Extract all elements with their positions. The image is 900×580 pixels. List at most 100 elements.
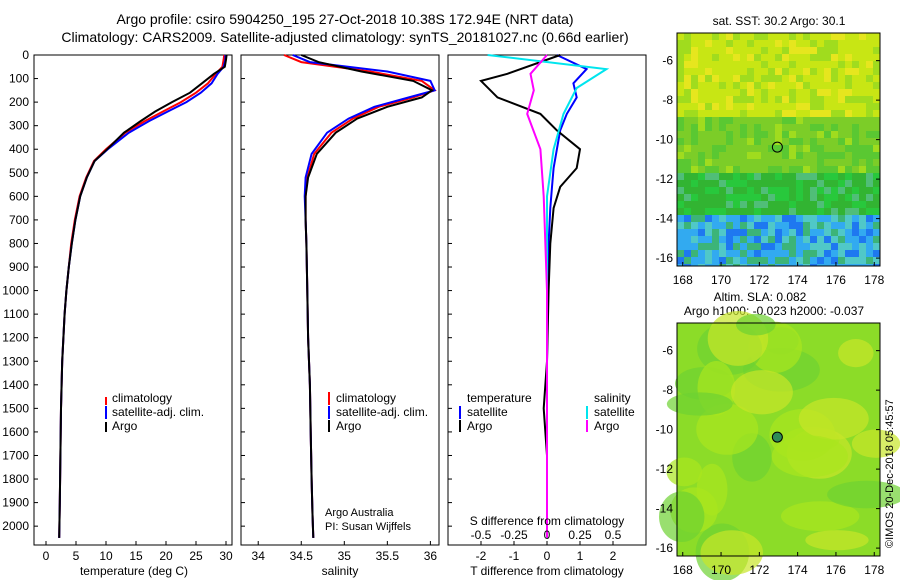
sst-cell bbox=[761, 152, 768, 159]
sst-cell bbox=[705, 236, 712, 243]
sst-cell bbox=[768, 173, 775, 180]
depth-tick-label: 300 bbox=[9, 119, 29, 133]
sst-cell bbox=[712, 250, 719, 257]
sst-cell bbox=[733, 180, 740, 187]
sst-cell bbox=[852, 68, 859, 75]
sst-cell bbox=[782, 96, 789, 103]
sst-cell bbox=[684, 138, 691, 145]
sst-cell bbox=[873, 131, 880, 138]
sst-cell bbox=[719, 33, 726, 40]
sst-cell bbox=[873, 96, 880, 103]
map-y-tick-label: -10 bbox=[656, 423, 674, 437]
sst-cell bbox=[761, 222, 768, 229]
credit-line1: Argo Australia bbox=[325, 507, 394, 519]
sst-cell bbox=[831, 166, 838, 173]
sst-cell bbox=[810, 194, 817, 201]
sst-cell bbox=[831, 33, 838, 40]
sst-cell bbox=[824, 250, 831, 257]
sst-cell bbox=[803, 215, 810, 222]
sst-cell bbox=[845, 138, 852, 145]
sst-cell bbox=[803, 33, 810, 40]
sst-cell bbox=[796, 187, 803, 194]
sst-cell bbox=[691, 75, 698, 82]
sst-cell bbox=[684, 117, 691, 124]
sst-cell bbox=[719, 124, 726, 131]
sst-cell bbox=[852, 250, 859, 257]
sst-cell bbox=[761, 201, 768, 208]
sst-cell bbox=[796, 47, 803, 54]
sst-cell bbox=[705, 68, 712, 75]
sst-cell bbox=[705, 61, 712, 68]
sst-cell bbox=[733, 138, 740, 145]
sst-cell bbox=[859, 257, 866, 264]
sst-cell bbox=[831, 124, 838, 131]
sst-cell bbox=[824, 117, 831, 124]
sst-cell bbox=[775, 103, 782, 110]
sst-cell bbox=[677, 243, 684, 250]
sst-cell bbox=[754, 96, 761, 103]
sst-cell bbox=[691, 173, 698, 180]
sst-cell bbox=[845, 117, 852, 124]
sst-cell bbox=[789, 236, 796, 243]
sst-cell bbox=[733, 145, 740, 152]
sst-cell bbox=[775, 215, 782, 222]
x-tick-label: 15 bbox=[129, 549, 143, 563]
sst-cell bbox=[817, 257, 824, 264]
sst-cell bbox=[866, 145, 873, 152]
sst-cell bbox=[866, 110, 873, 117]
sst-cell bbox=[747, 201, 754, 208]
sst-cell bbox=[775, 40, 782, 47]
sst-cell bbox=[768, 47, 775, 54]
sst-cell bbox=[684, 103, 691, 110]
sst-cell bbox=[873, 61, 880, 68]
sst-cell bbox=[719, 159, 726, 166]
sst-cell bbox=[747, 236, 754, 243]
sst-cell bbox=[677, 40, 684, 47]
sst-cell bbox=[691, 47, 698, 54]
sst-cell bbox=[733, 229, 740, 236]
sst-cell bbox=[824, 82, 831, 89]
sst-cell bbox=[747, 110, 754, 117]
sst-cell bbox=[705, 180, 712, 187]
sst-cell bbox=[684, 159, 691, 166]
sst-cell bbox=[796, 152, 803, 159]
sst-cell bbox=[803, 124, 810, 131]
sst-cell bbox=[719, 47, 726, 54]
series-line-climatology bbox=[58, 54, 226, 538]
sst-cell bbox=[831, 138, 838, 145]
sst-cell bbox=[698, 194, 705, 201]
sst-cell bbox=[845, 194, 852, 201]
sst-cell bbox=[873, 180, 880, 187]
sst-cell bbox=[754, 75, 761, 82]
sst-cell bbox=[733, 201, 740, 208]
sst-cell bbox=[740, 166, 747, 173]
sst-cell bbox=[761, 257, 768, 264]
series-line-s-argo bbox=[526, 54, 548, 538]
sst-cell bbox=[747, 96, 754, 103]
sst-cell bbox=[691, 215, 698, 222]
sst-cell bbox=[803, 229, 810, 236]
sst-cell bbox=[782, 250, 789, 257]
sst-cell bbox=[775, 33, 782, 40]
sst-cell bbox=[782, 194, 789, 201]
sst-cell bbox=[782, 215, 789, 222]
sst-cell bbox=[817, 194, 824, 201]
sst-cell bbox=[852, 54, 859, 61]
sst-cell bbox=[866, 187, 873, 194]
sst-cell bbox=[810, 117, 817, 124]
sst-cell bbox=[838, 187, 845, 194]
sst-cell bbox=[775, 61, 782, 68]
sst-cell bbox=[824, 194, 831, 201]
sst-cell bbox=[684, 250, 691, 257]
sst-cell bbox=[691, 61, 698, 68]
sst-cell bbox=[719, 54, 726, 61]
sst-cell bbox=[817, 145, 824, 152]
sst-cell bbox=[691, 33, 698, 40]
sst-cell bbox=[803, 61, 810, 68]
sst-cell bbox=[852, 180, 859, 187]
sst-cell bbox=[852, 152, 859, 159]
sst-cell bbox=[866, 243, 873, 250]
sst-cell bbox=[719, 180, 726, 187]
sst-cell bbox=[810, 180, 817, 187]
